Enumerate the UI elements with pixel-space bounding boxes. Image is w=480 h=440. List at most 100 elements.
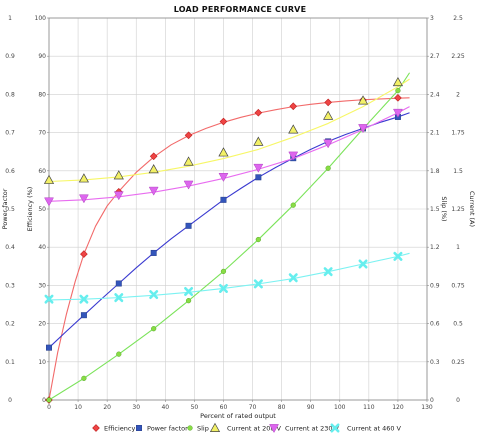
y-tick-label-slip: 0.9 — [430, 282, 440, 289]
data-point — [288, 124, 299, 134]
data-point — [148, 186, 159, 196]
y-tick-label-slip: 3 — [430, 15, 434, 22]
data-point — [149, 290, 159, 300]
x-tick-label: 0 — [47, 404, 51, 411]
legend-marker — [187, 425, 193, 431]
data-point — [358, 259, 368, 269]
legend-marker — [136, 425, 142, 431]
y-tick-label-current: 0.5 — [453, 321, 463, 328]
x-tick-label: 70 — [249, 404, 257, 411]
y-axis-label-efficiency: Efficiency (%) — [26, 187, 34, 232]
data-point — [254, 108, 263, 117]
data-point — [289, 102, 298, 111]
data-point — [183, 156, 194, 166]
series-line — [48, 106, 410, 202]
series-line — [48, 72, 411, 401]
y-tick-label-efficiency: 0 — [42, 397, 46, 404]
legend-label: Slip — [197, 425, 209, 433]
data-point — [324, 98, 332, 107]
x-tick-label: 100 — [334, 404, 346, 411]
data-point — [81, 375, 87, 381]
data-point — [255, 174, 262, 181]
data-point — [113, 191, 124, 201]
series-layer — [43, 72, 411, 404]
axes: 0 0 0 00.1 10 0.3 0.250.2 20 0.6 0.50.3 30 0.9 0.750… — [5, 15, 465, 411]
data-point — [219, 117, 228, 126]
legend-label: Current at 230 V — [285, 425, 340, 433]
data-point — [394, 94, 402, 102]
x-tick-label: 50 — [191, 404, 199, 411]
y-tick-label-efficiency: 100 — [35, 15, 47, 22]
data-point — [185, 298, 192, 304]
y-tick-label-current: 0.25 — [451, 359, 465, 366]
data-point — [184, 287, 194, 297]
y-tick-label-current: 1.5 — [453, 168, 463, 175]
data-point — [150, 249, 157, 256]
data-point — [44, 294, 54, 304]
x-tick-label: 60 — [220, 404, 228, 411]
data-point — [323, 267, 333, 277]
data-point — [149, 152, 158, 161]
legend-marker — [92, 424, 100, 432]
y-tick-label-slip: 1.8 — [430, 168, 440, 175]
data-point — [114, 293, 124, 303]
data-point — [395, 87, 401, 94]
y-tick-label-slip: 2.7 — [430, 53, 440, 60]
series-line — [48, 112, 410, 349]
y-tick-label-efficiency: 50 — [38, 206, 46, 213]
data-point — [323, 139, 334, 149]
data-point — [393, 251, 403, 261]
y-tick-label-current: 2.25 — [451, 53, 465, 60]
legend-item: Current at 460 V — [330, 423, 402, 433]
legend-item: Efficiency — [92, 424, 135, 433]
data-point — [78, 194, 89, 204]
legend-label: Current at 460 V — [347, 425, 402, 433]
y-tick-label-current: 1.25 — [451, 206, 465, 213]
legend-label: Efficiency — [104, 425, 135, 433]
legend-marker — [269, 424, 279, 434]
y-tick-label-power-factor: 0.7 — [5, 130, 15, 137]
data-point — [113, 170, 124, 180]
data-point — [290, 202, 296, 208]
data-point — [288, 273, 298, 283]
data-point — [218, 173, 229, 182]
y-tick-label-efficiency: 20 — [38, 321, 46, 328]
series-slip — [46, 72, 411, 403]
y-tick-label-current: 0 — [456, 397, 460, 404]
series-current-at-460-v — [44, 251, 410, 304]
data-point — [46, 344, 52, 351]
legend-item: Power factor — [136, 425, 188, 433]
series-current-at-230-v — [44, 106, 410, 207]
x-tick-label: 130 — [421, 404, 433, 411]
y-tick-label-efficiency: 80 — [38, 91, 46, 98]
x-tick-label: 80 — [278, 404, 286, 411]
data-point — [44, 197, 54, 207]
data-point — [253, 279, 263, 289]
y-tick-label-efficiency: 60 — [38, 168, 46, 175]
y-tick-label-slip: 2.1 — [430, 130, 440, 137]
x-tick-label: 10 — [74, 404, 82, 411]
data-point — [80, 250, 88, 258]
x-tick-label: 20 — [103, 404, 111, 411]
legend: Efficiency Power factor Slip Current at 208… — [92, 422, 402, 434]
y-tick-label-power-factor: 0.2 — [5, 321, 15, 328]
legend-item: Slip — [187, 425, 209, 433]
y-tick-label-slip: 0.3 — [430, 359, 440, 366]
data-point — [184, 131, 193, 140]
legend-marker — [209, 422, 221, 432]
y-tick-label-power-factor: 0.5 — [5, 206, 15, 213]
data-point — [220, 268, 227, 275]
data-point — [46, 397, 52, 403]
y-tick-label-efficiency: 70 — [38, 130, 46, 137]
y-tick-label-power-factor: 1 — [8, 15, 12, 22]
data-point — [151, 326, 157, 332]
y-tick-label-slip: 1.2 — [430, 244, 440, 251]
data-point — [323, 110, 334, 120]
y-tick-label-power-factor: 0.1 — [5, 359, 15, 366]
y-tick-label-slip: 2.4 — [430, 91, 440, 98]
data-point — [78, 173, 89, 183]
data-point — [148, 164, 159, 174]
data-point — [115, 280, 122, 287]
